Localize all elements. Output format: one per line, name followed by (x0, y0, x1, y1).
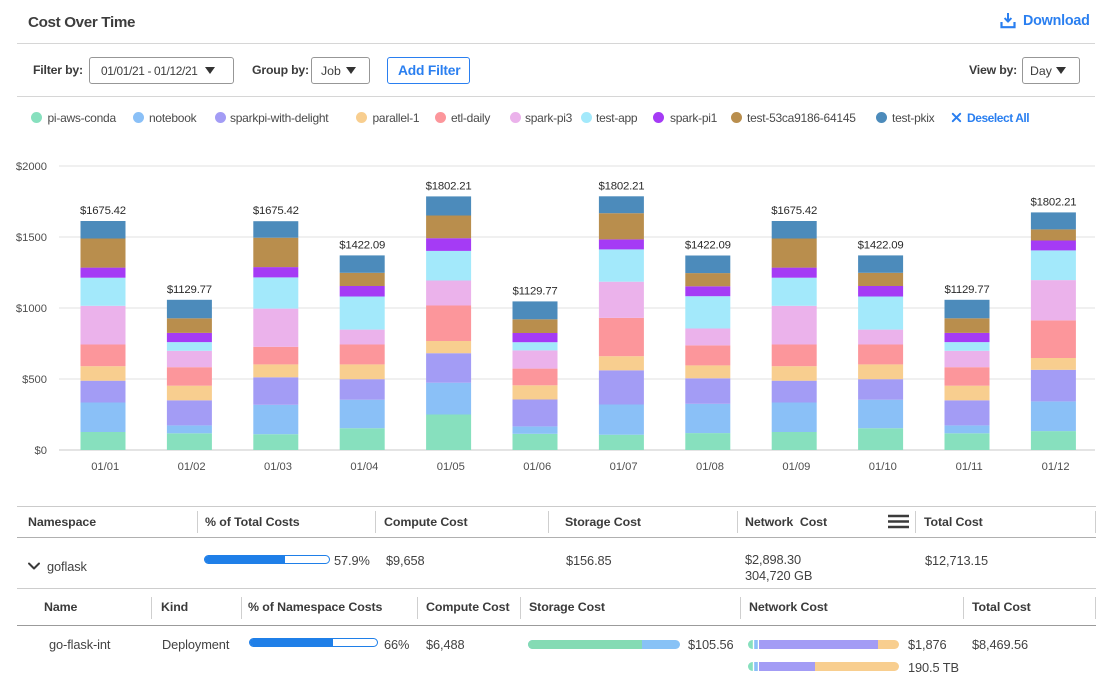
svg-text:01/04: 01/04 (350, 461, 378, 473)
svg-text:01/02: 01/02 (178, 461, 206, 473)
svg-text:$1000: $1000 (16, 303, 47, 315)
svg-text:01/01: 01/01 (91, 461, 119, 473)
svg-text:01/03: 01/03 (264, 461, 292, 473)
svg-text:01/05: 01/05 (437, 461, 465, 473)
svg-text:$1675.42: $1675.42 (253, 205, 299, 217)
svg-text:$500: $500 (22, 374, 47, 386)
svg-text:$1675.42: $1675.42 (771, 205, 817, 217)
svg-text:01/11: 01/11 (956, 461, 983, 473)
svg-text:01/08: 01/08 (696, 461, 724, 473)
svg-text:$1129.77: $1129.77 (512, 285, 557, 297)
svg-text:$1422.09: $1422.09 (858, 239, 904, 251)
svg-text:01/07: 01/07 (610, 461, 638, 473)
svg-text:$1675.42: $1675.42 (80, 205, 126, 217)
svg-text:01/12: 01/12 (1042, 461, 1070, 473)
svg-text:01/06: 01/06 (523, 461, 551, 473)
svg-text:$1129.77: $1129.77 (944, 284, 989, 296)
svg-text:$0: $0 (35, 445, 47, 457)
svg-text:$1422.09: $1422.09 (685, 240, 731, 252)
svg-text:$1129.77: $1129.77 (167, 284, 212, 296)
svg-text:$2000: $2000 (16, 161, 47, 173)
svg-text:$1802.21: $1802.21 (426, 180, 472, 192)
svg-text:01/09: 01/09 (782, 461, 810, 473)
svg-text:$1500: $1500 (16, 232, 47, 244)
svg-text:01/10: 01/10 (869, 461, 897, 473)
svg-text:$1802.21: $1802.21 (598, 180, 644, 192)
svg-text:$1802.21: $1802.21 (1030, 196, 1076, 208)
svg-text:$1422.09: $1422.09 (339, 239, 385, 251)
